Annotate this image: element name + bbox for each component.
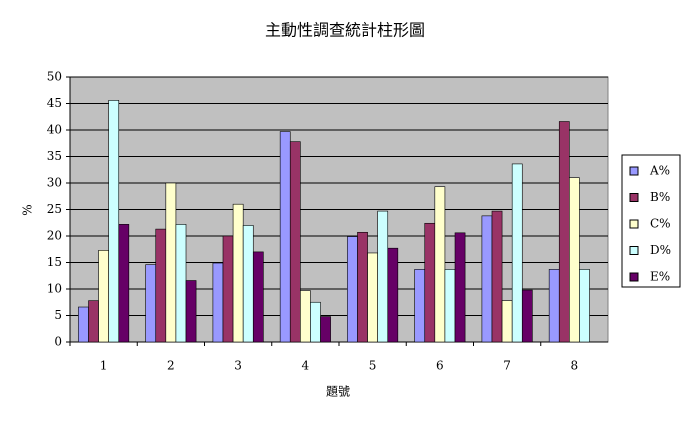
bar xyxy=(289,141,301,343)
y-tick-label: 25 xyxy=(47,202,62,216)
y-tick-label: 5 xyxy=(54,308,62,322)
y-tick-label: 45 xyxy=(47,96,62,110)
bar xyxy=(491,210,503,343)
bar xyxy=(387,247,399,343)
bar xyxy=(521,289,533,343)
y-tick-label: 40 xyxy=(47,123,62,137)
bar xyxy=(155,228,167,343)
x-axis-label: 題號 xyxy=(326,385,350,399)
bar xyxy=(320,316,331,343)
y-tick-label: 50 xyxy=(47,70,62,84)
y-tick-label: 20 xyxy=(47,229,62,243)
legend-swatch xyxy=(629,272,639,282)
bar xyxy=(108,100,120,343)
y-tick-label: 15 xyxy=(47,255,62,269)
legend-label: C% xyxy=(650,217,671,231)
x-tick-label: 3 xyxy=(234,359,242,373)
bar xyxy=(185,280,197,343)
bar xyxy=(511,163,523,343)
x-tick-label: 1 xyxy=(100,359,108,373)
bar xyxy=(501,300,513,343)
legend-label: E% xyxy=(650,270,670,284)
bar xyxy=(310,301,321,343)
bar xyxy=(347,236,358,343)
legend-label: D% xyxy=(650,243,671,257)
bar xyxy=(78,306,89,343)
x-tick-label: 2 xyxy=(167,359,175,373)
bar xyxy=(579,269,590,343)
x-tick-label: 8 xyxy=(571,359,579,373)
y-tick-label: 30 xyxy=(47,176,62,190)
bar xyxy=(434,186,446,343)
chart-title: 主動性調查統計柱形圖 xyxy=(265,21,425,40)
bar xyxy=(279,131,291,343)
y-tick-label: 35 xyxy=(47,149,62,163)
legend-label: A% xyxy=(649,164,670,178)
bar xyxy=(558,121,570,343)
y-axis-label: % xyxy=(21,204,35,215)
bar xyxy=(252,251,264,343)
bar xyxy=(377,210,389,343)
bar xyxy=(118,224,130,343)
x-tick-label: 7 xyxy=(503,359,511,373)
legend-label: B% xyxy=(650,190,670,204)
y-tick-label: 0 xyxy=(54,335,62,349)
bar xyxy=(454,232,466,343)
x-tick-label: 4 xyxy=(302,359,310,373)
bar xyxy=(414,269,426,343)
bar xyxy=(165,182,177,343)
bar xyxy=(222,235,234,343)
bar xyxy=(145,264,157,343)
bar xyxy=(444,269,456,343)
bar xyxy=(175,224,187,343)
legend-swatch xyxy=(629,166,639,176)
bar xyxy=(212,262,224,343)
bar xyxy=(481,215,493,343)
x-tick-label: 6 xyxy=(436,359,444,373)
bar xyxy=(367,252,378,343)
x-tick-label: 5 xyxy=(369,359,377,373)
y-tick-label: 10 xyxy=(47,282,62,296)
bar xyxy=(232,203,244,343)
bar xyxy=(242,225,254,343)
bar xyxy=(424,222,436,343)
bar xyxy=(98,250,109,343)
legend-swatch xyxy=(629,246,639,255)
bar xyxy=(357,231,368,343)
bar xyxy=(548,269,560,343)
bar xyxy=(569,177,580,343)
bar xyxy=(88,300,99,343)
legend-swatch xyxy=(629,193,639,202)
bar xyxy=(300,290,311,343)
legend-swatch xyxy=(629,219,639,229)
